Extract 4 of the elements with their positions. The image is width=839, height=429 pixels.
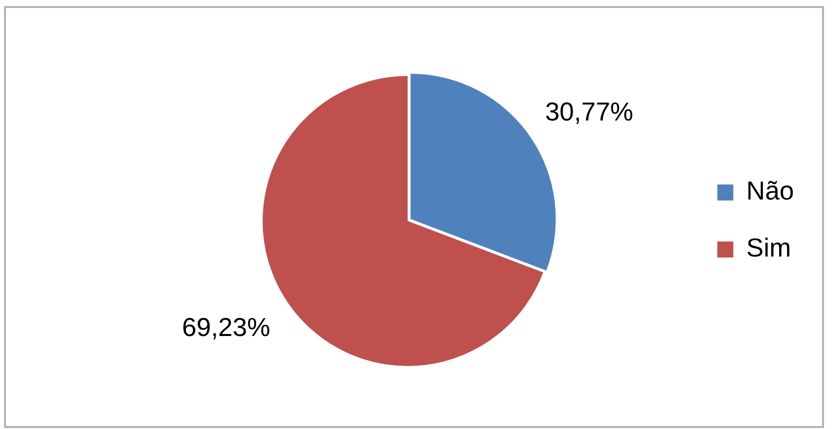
data-label: 69,23% [182,312,270,342]
legend-label: Não [746,176,794,206]
legend-label: Sim [746,232,792,263]
data-label: 30,77% [545,96,634,126]
